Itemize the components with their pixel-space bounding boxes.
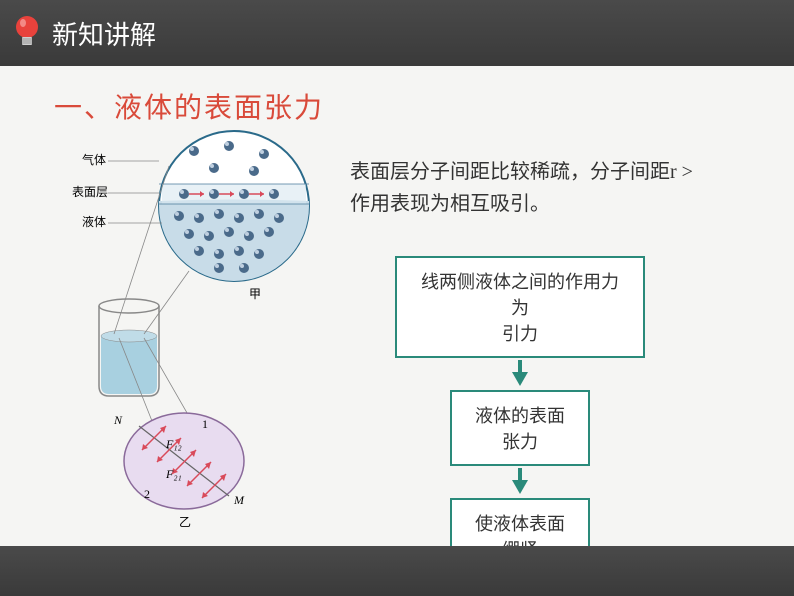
label-gas: 气体 <box>82 152 106 167</box>
flow-arrow-2 <box>512 480 528 494</box>
flowchart: 线两侧液体之间的作用力为 引力 液体的表面 张力 使液体表面 绷紧 <box>370 256 670 574</box>
flow-box-1: 线两侧液体之间的作用力为 引力 <box>395 256 645 358</box>
flow-arrow-1 <box>512 372 528 386</box>
flow-box-1-line1: 线两侧液体之间的作用力为 <box>413 268 627 320</box>
label-F21: F₂₁ <box>165 467 182 481</box>
body-text-area: 表面层分子间距比较稀疏，分子间距r > 作用表现为相互吸引。 <box>350 156 790 220</box>
body-text-line2: 作用表现为相互吸引。 <box>350 188 790 220</box>
caption-2: 乙 <box>179 515 191 529</box>
flow-box-2-line1: 液体的表面 <box>468 402 572 428</box>
label-M: M <box>233 493 245 507</box>
label-F12: F₁₂ <box>165 437 182 451</box>
section-title: 一、液体的表面张力 <box>54 86 794 126</box>
diagram-area: 气体 表面层 液体 甲 <box>54 126 334 546</box>
label-liquid: 液体 <box>82 214 106 229</box>
label-N: N <box>113 413 123 427</box>
flow-box-1-line2: 引力 <box>413 320 627 346</box>
header-bar: 新知讲解 <box>0 0 794 66</box>
flow-box-2-line2: 张力 <box>468 428 572 454</box>
header-title: 新知讲解 <box>52 15 156 52</box>
content-area: 一、液体的表面张力 <box>0 66 794 546</box>
label-surface: 表面层 <box>72 185 108 199</box>
body-text-line1: 表面层分子间距比较稀疏，分子间距r > <box>350 156 790 188</box>
flow-box-2: 液体的表面 张力 <box>450 390 590 466</box>
label-one: 1 <box>202 417 208 431</box>
lightbulb-icon <box>12 13 42 53</box>
caption-1: 甲 <box>249 287 261 301</box>
label-two: 2 <box>144 487 150 501</box>
flow-box-3-line1: 使液体表面 <box>468 510 572 536</box>
footer-bar <box>0 546 794 596</box>
physics-diagram: 气体 表面层 液体 甲 <box>54 126 334 546</box>
